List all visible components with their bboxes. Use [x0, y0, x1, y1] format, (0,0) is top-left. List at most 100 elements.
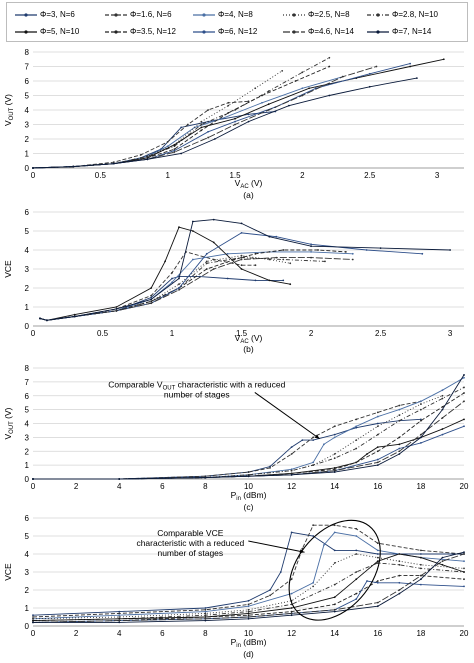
data-point	[204, 607, 207, 609]
x-axis-label-sub: AC	[240, 184, 249, 190]
data-point	[333, 457, 336, 460]
x-tick-label: 18	[416, 482, 425, 491]
series-line	[39, 276, 284, 321]
legend-swatch	[283, 29, 305, 34]
data-point	[73, 313, 76, 316]
data-point	[290, 472, 293, 475]
data-point	[398, 419, 401, 422]
series-line	[33, 377, 465, 480]
data-point	[73, 315, 76, 318]
y-tick-label: 0	[25, 322, 30, 331]
x-axis-label-sub: AC	[240, 339, 249, 345]
data-point	[333, 467, 336, 469]
data-point	[207, 130, 209, 133]
data-point	[115, 308, 118, 310]
data-point	[72, 165, 75, 168]
data-point	[398, 560, 401, 563]
data-point	[398, 414, 401, 417]
data-point	[178, 283, 180, 286]
data-point	[351, 252, 354, 255]
data-point	[463, 567, 465, 570]
series-line	[32, 77, 417, 169]
data-point	[204, 476, 207, 479]
data-point	[32, 617, 34, 620]
series-line	[39, 251, 353, 321]
series-line	[32, 531, 465, 620]
data-point	[204, 612, 207, 615]
x-axis-label: Pin (dBm)	[231, 490, 267, 502]
data-point	[267, 103, 270, 106]
x-axis-label-unit: (dBm)	[241, 637, 267, 647]
data-point	[420, 553, 422, 555]
data-point	[355, 571, 358, 573]
data-point	[376, 562, 379, 564]
data-point	[240, 232, 243, 234]
data-point	[268, 279, 271, 282]
data-point	[112, 161, 115, 164]
data-point	[207, 109, 209, 111]
data-point	[118, 621, 121, 624]
series-line	[33, 374, 465, 480]
data-point	[366, 580, 368, 582]
data-point	[312, 461, 315, 464]
legend-entry: Φ=2.5, N=8	[283, 10, 350, 19]
data-point	[191, 258, 194, 261]
y-tick-label: 5	[25, 92, 30, 101]
data-point	[333, 583, 336, 586]
data-point	[118, 478, 121, 480]
data-point	[463, 374, 465, 376]
legend-entry: Φ=4.6, N=14	[283, 27, 354, 36]
y-tick-label: 7	[25, 63, 30, 72]
x-tick-label: 12	[287, 482, 296, 491]
data-point	[376, 461, 379, 464]
data-point	[398, 563, 401, 566]
annotation-arrowhead	[314, 434, 320, 439]
data-point	[333, 549, 336, 552]
data-point	[328, 56, 331, 59]
data-point	[261, 94, 263, 97]
data-point	[139, 154, 142, 156]
data-point	[376, 605, 379, 608]
data-point	[463, 418, 465, 421]
data-point	[186, 123, 189, 126]
legend-label: Φ=5, N=10	[40, 27, 80, 36]
data-point	[39, 317, 41, 320]
x-tick-label: 0	[31, 171, 36, 180]
data-point	[166, 145, 169, 148]
x-tick-label: 12	[287, 629, 296, 638]
data-point	[200, 129, 203, 132]
data-point	[240, 268, 243, 270]
y-tick-label: 1	[25, 461, 30, 470]
data-point	[204, 617, 207, 620]
data-point	[463, 400, 465, 403]
x-tick-label: 2	[300, 171, 305, 180]
data-point	[398, 436, 401, 439]
data-point	[247, 113, 250, 116]
data-point	[220, 117, 223, 120]
y-axis-label-main: V	[3, 434, 13, 440]
data-point	[323, 443, 325, 446]
x-tick-label: 14	[330, 629, 339, 638]
data-point	[376, 581, 379, 584]
data-point	[333, 608, 336, 611]
data-point	[240, 258, 243, 261]
data-point	[269, 465, 271, 468]
data-point	[171, 271, 173, 274]
data-point	[150, 302, 153, 305]
legend-entry: Φ=3, N=6	[15, 10, 75, 19]
y-axis-label: VCE	[3, 563, 13, 581]
data-point	[282, 279, 285, 282]
data-point	[118, 617, 121, 620]
data-point	[118, 610, 121, 613]
data-point	[398, 581, 401, 584]
data-point	[376, 464, 379, 467]
x-tick-label: 6	[160, 629, 165, 638]
data-point	[312, 439, 315, 442]
y-tick-label: 1	[25, 604, 30, 613]
y-tick-label: 2	[25, 586, 30, 595]
x-axis-label: Pin (dBm)	[231, 637, 267, 649]
data-point	[415, 77, 418, 79]
y-tick-label: 1	[25, 303, 30, 312]
x-tick-label: 16	[373, 482, 382, 491]
